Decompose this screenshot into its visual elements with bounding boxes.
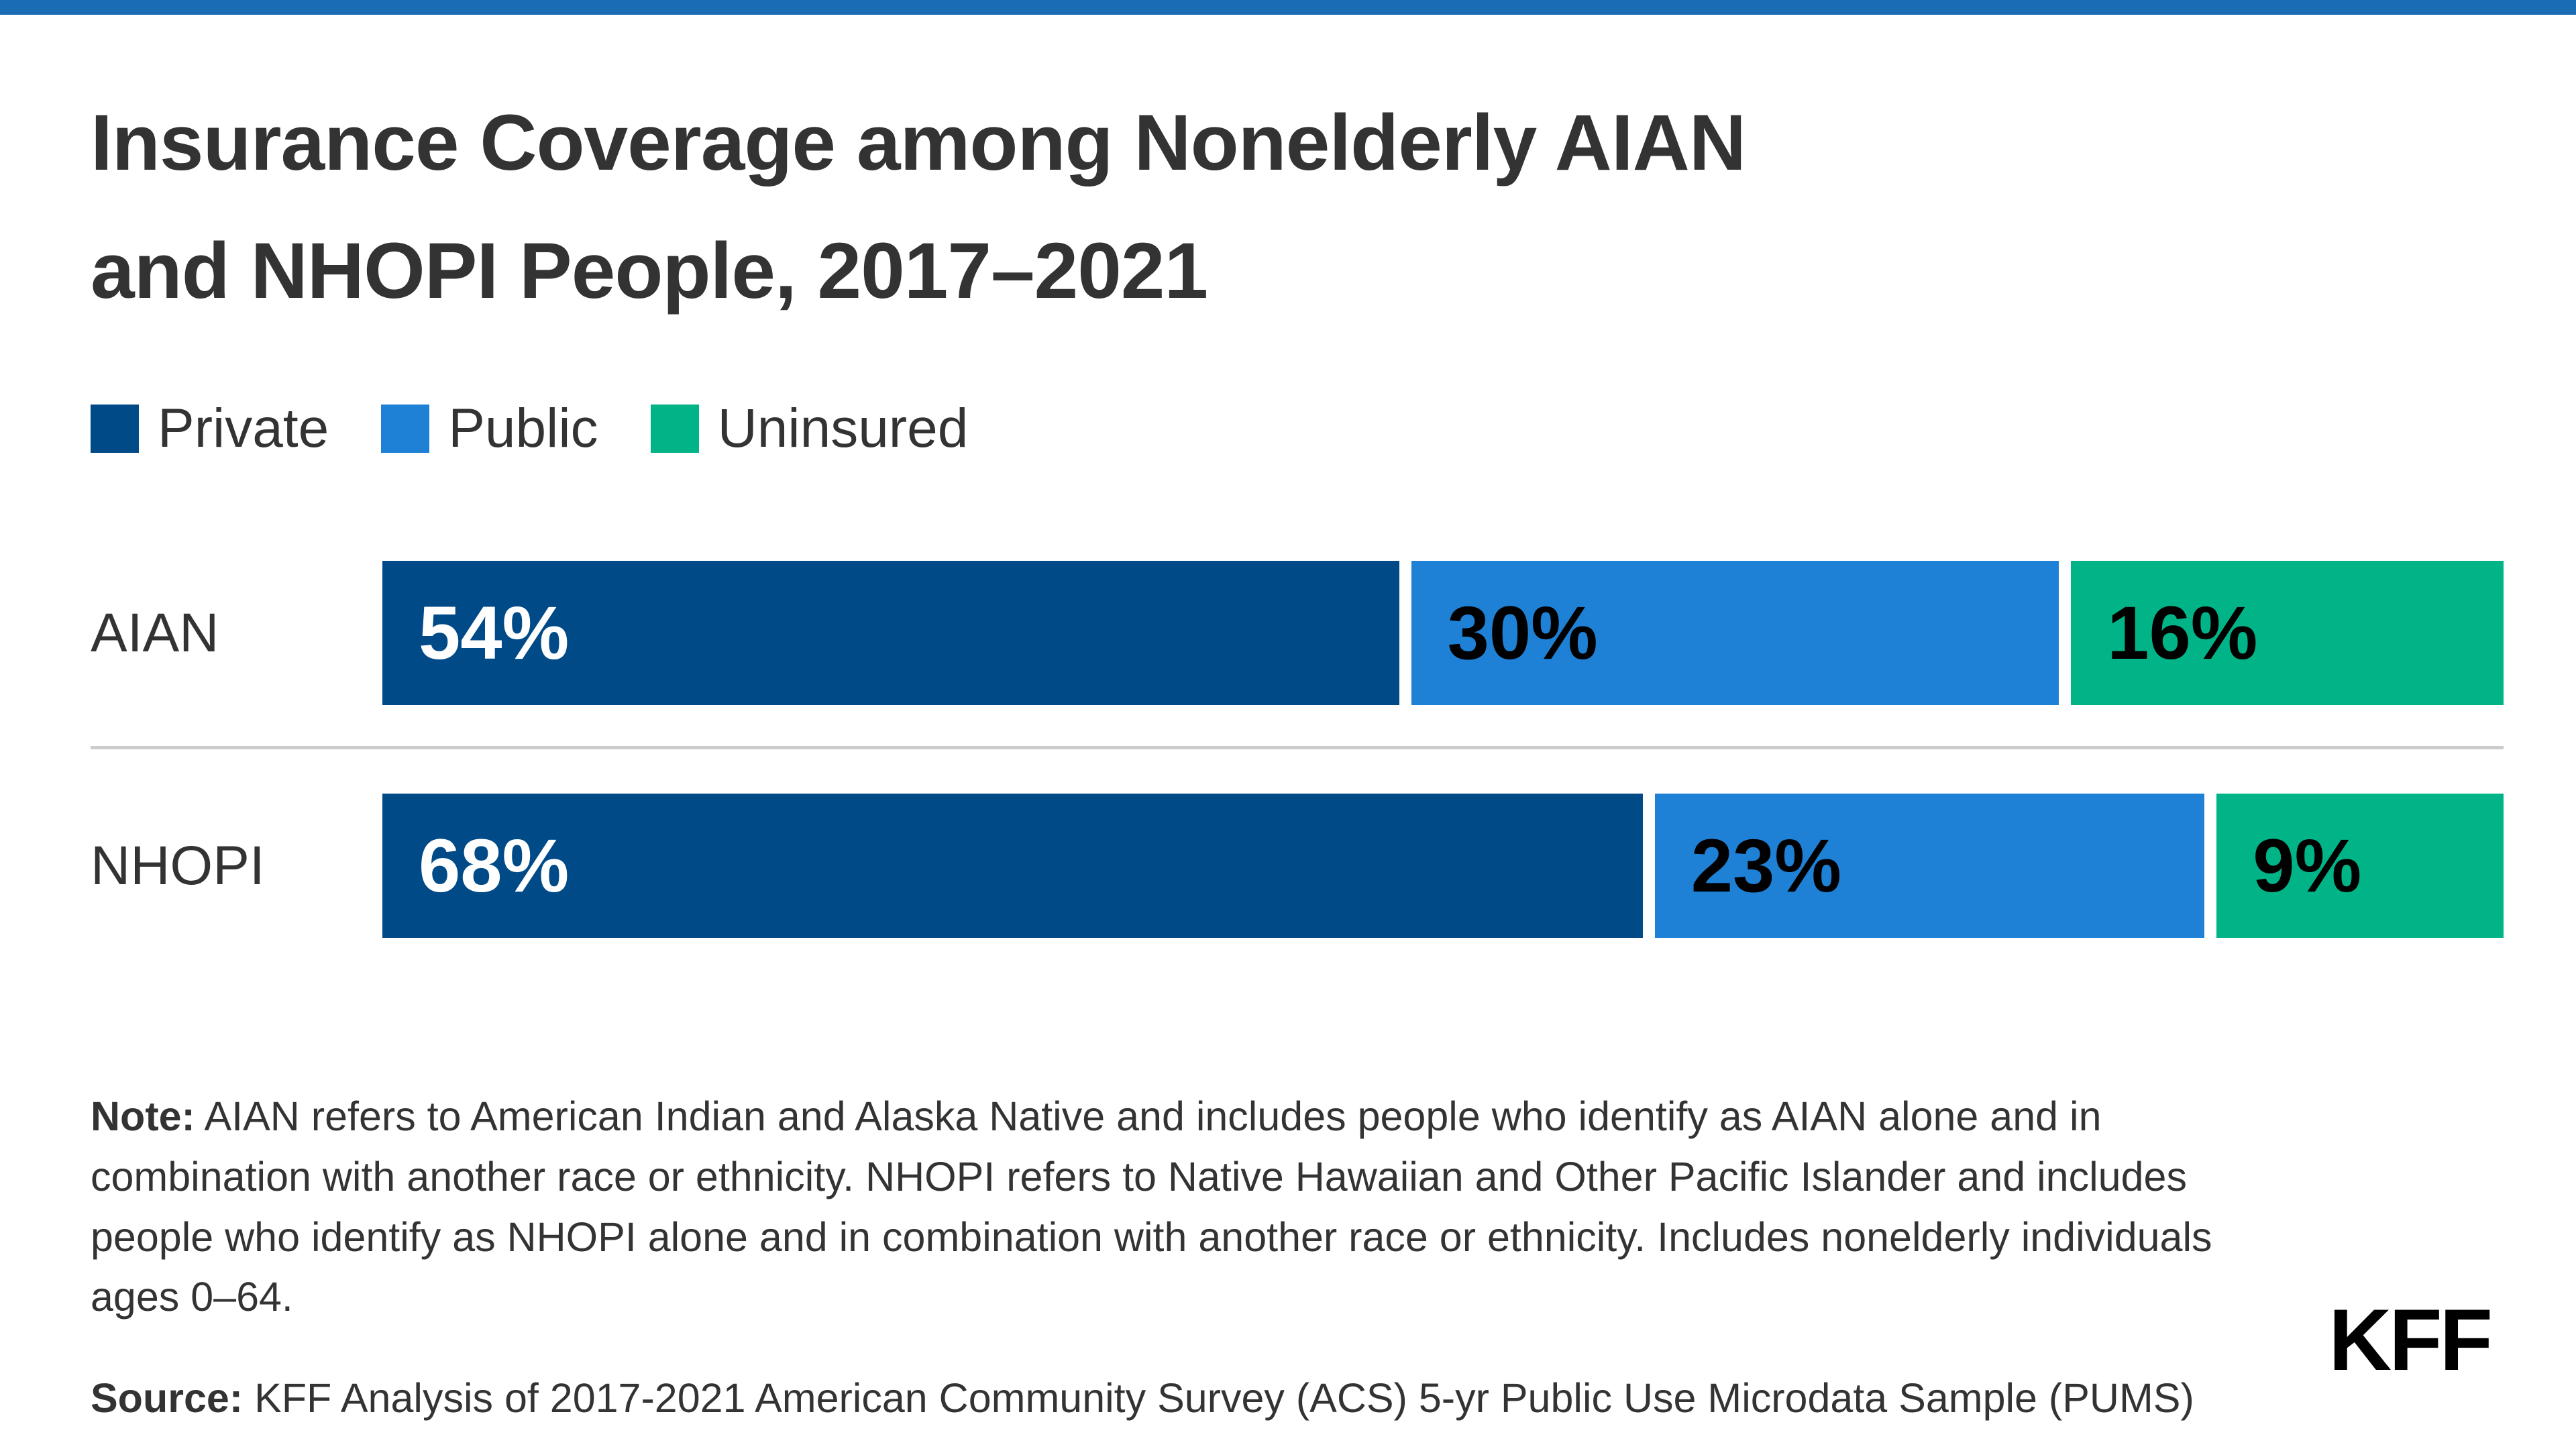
source-text: Source: KFF Analysis of 2017-2021 Americ…	[91, 1368, 2291, 1429]
top-accent-bar	[0, 0, 2576, 15]
legend-label-uninsured: Uninsured	[717, 398, 969, 460]
private-swatch-icon	[91, 405, 139, 453]
legend-item-uninsured: Uninsured	[650, 397, 969, 460]
title-line-1: Insurance Coverage among Nonelderly AIAN	[91, 99, 1746, 187]
legend-label-public: Public	[448, 398, 598, 460]
segment-aian-private: 54%	[382, 561, 1399, 706]
stacked-bar-chart: AIAN 54% 30% 16% NHOPI	[91, 561, 2504, 938]
data-label-aian-uninsured: 16%	[2107, 591, 2258, 676]
note-body: AIAN refers to American Indian and Alask…	[91, 1093, 2212, 1320]
page-title: Insurance Coverage among Nonelderly AIAN…	[91, 79, 2504, 335]
row-divider	[91, 746, 2504, 750]
bar-row-aian: AIAN 54% 30% 16%	[91, 561, 2504, 706]
bar-aian: 54% 30% 16%	[382, 561, 2504, 706]
legend: Private Public Uninsured	[91, 397, 2504, 460]
public-swatch-icon	[381, 405, 430, 453]
title-line-2: and NHOPI People, 2017–2021	[91, 227, 1208, 316]
note-text: Note: AIAN refers to American Indian and…	[91, 1087, 2291, 1328]
chart-content: Insurance Coverage among Nonelderly AIAN…	[0, 79, 2576, 1429]
kff-logo: KFF	[2328, 1291, 2493, 1389]
legend-label-private: Private	[158, 398, 329, 460]
data-label-nhopi-public: 23%	[1690, 824, 1841, 908]
data-label-nhopi-uninsured: 9%	[2253, 824, 2362, 908]
segment-nhopi-uninsured: 9%	[2216, 794, 2504, 938]
segment-aian-uninsured: 16%	[2071, 561, 2504, 706]
note-prefix: Note:	[91, 1093, 195, 1140]
segment-aian-public: 30%	[1411, 561, 2059, 706]
legend-item-public: Public	[381, 397, 598, 460]
uninsured-swatch-icon	[650, 405, 699, 453]
source-prefix: Source:	[91, 1375, 244, 1421]
data-label-nhopi-private: 68%	[419, 824, 570, 908]
bar-nhopi: 68% 23% 9%	[382, 794, 2504, 938]
segment-nhopi-public: 23%	[1654, 794, 2205, 938]
bar-row-nhopi: NHOPI 68% 23% 9%	[91, 794, 2504, 938]
source-body: KFF Analysis of 2017-2021 American Commu…	[243, 1375, 2194, 1421]
segment-nhopi-private: 68%	[382, 794, 1643, 938]
category-label-aian: AIAN	[91, 602, 219, 663]
legend-item-private: Private	[91, 397, 329, 460]
data-label-aian-private: 54%	[419, 591, 570, 676]
data-label-aian-public: 30%	[1447, 591, 1598, 676]
category-label-nhopi: NHOPI	[91, 835, 265, 896]
